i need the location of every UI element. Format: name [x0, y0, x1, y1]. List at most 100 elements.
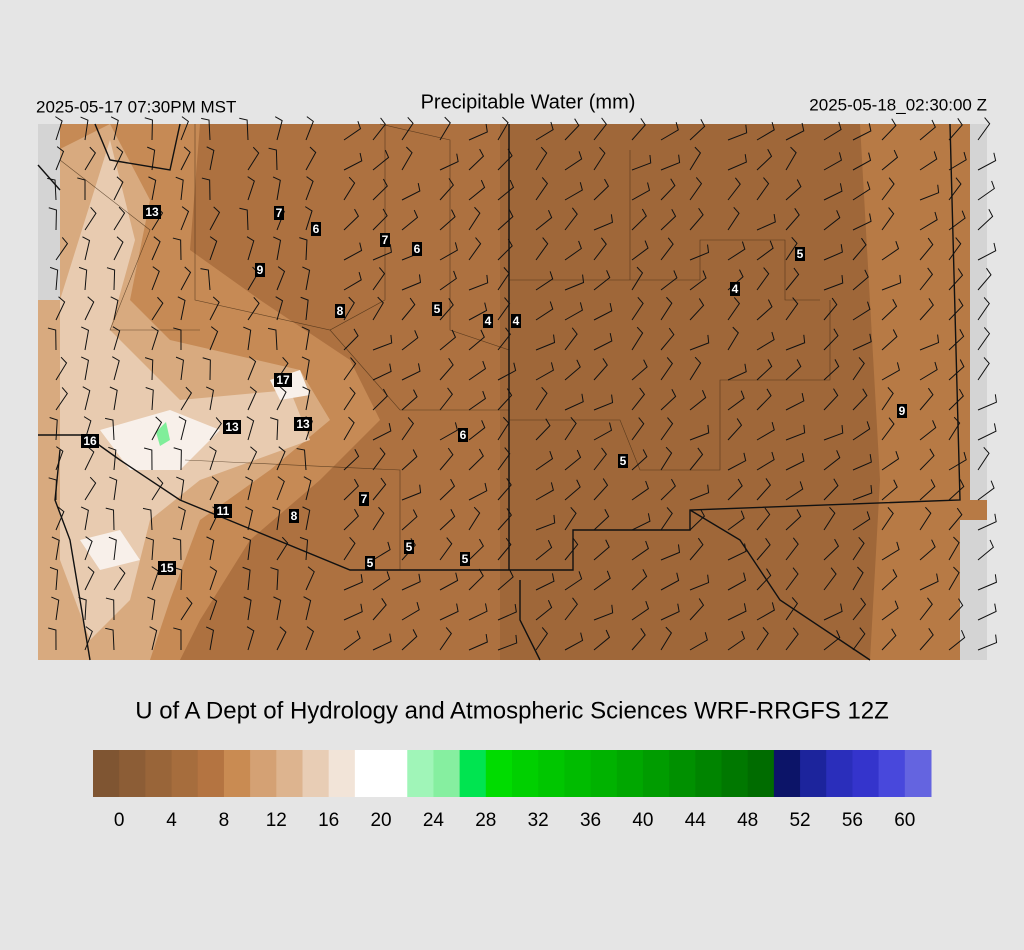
station-label-bg [730, 282, 740, 296]
wind-barb [756, 568, 772, 591]
wind-barb [785, 627, 799, 651]
wind-barb [439, 447, 454, 471]
wind-barb [593, 539, 610, 561]
wind-barb [948, 268, 964, 291]
wind-barb [372, 117, 386, 141]
wind-barb [881, 240, 900, 261]
station-value: 6 [460, 428, 467, 442]
wind-barb [948, 177, 962, 201]
wind-barb [276, 476, 285, 501]
wind-barb [823, 121, 842, 141]
county-lines [59, 123, 831, 570]
wind-barb [535, 627, 549, 651]
wind-barb [631, 118, 646, 141]
wind-barb [564, 182, 583, 201]
colorbar-bin [800, 750, 827, 797]
wind-barb [631, 628, 646, 651]
wind-barb [343, 242, 363, 261]
colorbar-bin [512, 750, 539, 797]
wind-barb [468, 538, 484, 561]
wind-barb [439, 572, 459, 591]
wind-barb [439, 537, 453, 561]
wind-barb [299, 536, 309, 561]
wind-barb [564, 302, 583, 321]
wind-barb [660, 208, 677, 231]
wind-barb [276, 266, 286, 291]
wind-barb [948, 598, 964, 621]
wind-barb [852, 213, 872, 231]
wind-barb [689, 146, 702, 171]
wind-barb [48, 627, 57, 651]
station-label-bg [897, 404, 907, 418]
station-label-bg [432, 302, 442, 316]
wind-barb [372, 388, 388, 411]
wind-barb [948, 479, 965, 501]
wind-barb [785, 597, 799, 621]
wind-barb [948, 329, 965, 351]
wind-barb [660, 122, 679, 141]
wind-barb [919, 184, 940, 201]
wind-barb [468, 634, 488, 651]
station-label-bg [458, 428, 468, 442]
wind-barb [564, 479, 581, 501]
wind-barb [113, 176, 124, 201]
wind-barb [593, 146, 606, 171]
wind-barb [83, 416, 92, 441]
wind-barb [852, 511, 871, 531]
wind-barb [274, 116, 283, 141]
wind-barb [727, 478, 743, 501]
station-label-bg [618, 454, 628, 468]
wind-barb [151, 296, 164, 321]
wind-barb [660, 296, 673, 321]
wind-barb [535, 237, 549, 261]
wind-barb [977, 423, 997, 441]
wind-barb [852, 152, 872, 171]
colorbar-bin [459, 750, 487, 797]
wind-barb [785, 509, 802, 531]
wind-barb [660, 446, 673, 471]
wind-barb [948, 118, 963, 141]
wind-barb [756, 121, 775, 141]
map: 13 7 6 7 6 9 8 5 4 4 5 4 17 13 13 16 6 5 9 7 11 8 5 5 5 15 [37, 116, 998, 661]
wind-barb [727, 326, 739, 351]
wind-barb [305, 626, 315, 651]
wind-barb [852, 421, 871, 441]
wind-barb [82, 236, 91, 261]
wind-barb [180, 206, 190, 231]
colorbar-tick-label: 4 [166, 810, 177, 831]
station-value: 5 [367, 556, 374, 570]
wind-barb [296, 448, 307, 471]
wind-barb [785, 453, 805, 471]
station-label-bg [483, 314, 493, 328]
wind-barb [919, 267, 934, 291]
station-label-bg [359, 492, 369, 506]
wind-barb [756, 148, 773, 171]
wind-barb [343, 152, 363, 171]
wind-barb [55, 237, 69, 261]
wind-barb [689, 177, 703, 201]
wind-barb [919, 119, 936, 141]
wind-barb [919, 237, 934, 261]
wind-barb [78, 266, 88, 291]
wind-barb [209, 476, 219, 501]
wind-barb [631, 297, 644, 321]
wind-barb [401, 116, 414, 141]
wind-barb [852, 484, 873, 501]
wind-barb [147, 596, 156, 621]
wind-barb [593, 358, 608, 381]
wind-barb [246, 236, 255, 261]
wind-barb [303, 476, 312, 501]
wind-barb [439, 209, 456, 231]
station-value: 9 [257, 263, 264, 277]
wind-barb [881, 600, 899, 621]
credit: U of A Dept of Hydrology and Atmospheric… [135, 697, 889, 724]
wind-barb [109, 476, 118, 501]
wind-barb [948, 210, 966, 231]
wind-barb [77, 177, 86, 201]
wind-barb [497, 634, 518, 651]
colorbar-bin [433, 750, 461, 797]
wind-barb [299, 237, 308, 261]
station-value: 9 [899, 404, 906, 418]
wind-barb [468, 302, 488, 321]
station-value: 5 [434, 302, 441, 316]
